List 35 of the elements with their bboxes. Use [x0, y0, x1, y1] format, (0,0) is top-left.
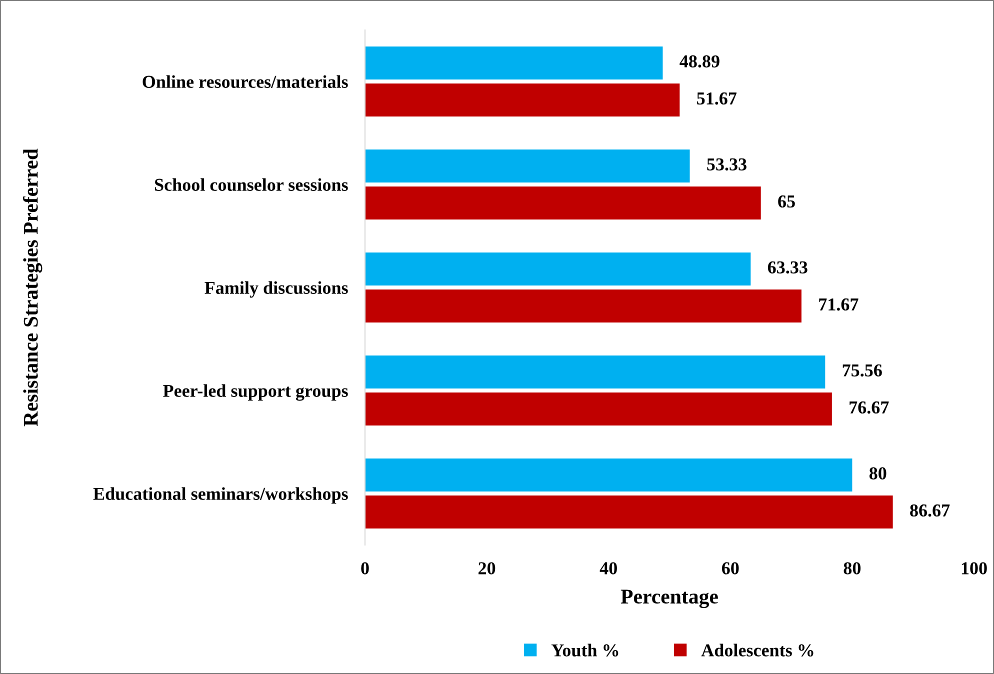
bar — [365, 290, 802, 323]
data-label: 86.67 — [910, 504, 950, 517]
legend-label: Youth % — [551, 644, 618, 657]
x-tick-label: 20 — [478, 562, 496, 574]
x-tick-label: 60 — [722, 562, 739, 574]
bar — [365, 392, 832, 426]
bar — [365, 252, 751, 286]
y-tick-label: School counselor sessions — [154, 178, 348, 191]
data-label: 51.67 — [697, 92, 737, 105]
bar — [365, 84, 680, 117]
y-tick-label: Peer-led support groups — [163, 384, 348, 401]
data-label: 71.67 — [819, 298, 858, 311]
data-label: 65 — [778, 195, 795, 208]
y-tick-label: Educational seminars/workshops — [93, 487, 348, 504]
x-tick-label: 0 — [361, 562, 369, 574]
data-label: 63.33 — [768, 261, 808, 274]
legend-label: Adolescents % — [701, 644, 814, 657]
x-tick-label: 100 — [962, 562, 987, 574]
x-tick-label: 40 — [600, 562, 617, 574]
bar — [365, 458, 852, 492]
y-axis-title: Resistance Strategies Preferred — [22, 148, 42, 426]
data-label: 80 — [869, 467, 886, 480]
x-axis-title: Percentage — [620, 590, 718, 608]
bar — [365, 186, 761, 220]
data-label: 53.33 — [707, 158, 746, 171]
y-tick-label: Family discussions — [204, 281, 348, 298]
bar — [365, 46, 663, 80]
bar — [365, 149, 690, 182]
data-label: 76.67 — [850, 401, 889, 414]
x-tick-label: 80 — [844, 562, 861, 574]
bar — [365, 496, 893, 529]
bar — [365, 355, 826, 388]
data-label: 48.89 — [680, 55, 720, 68]
data-label: 75.56 — [842, 364, 882, 377]
y-tick-label: Online resources/materials — [142, 75, 348, 88]
